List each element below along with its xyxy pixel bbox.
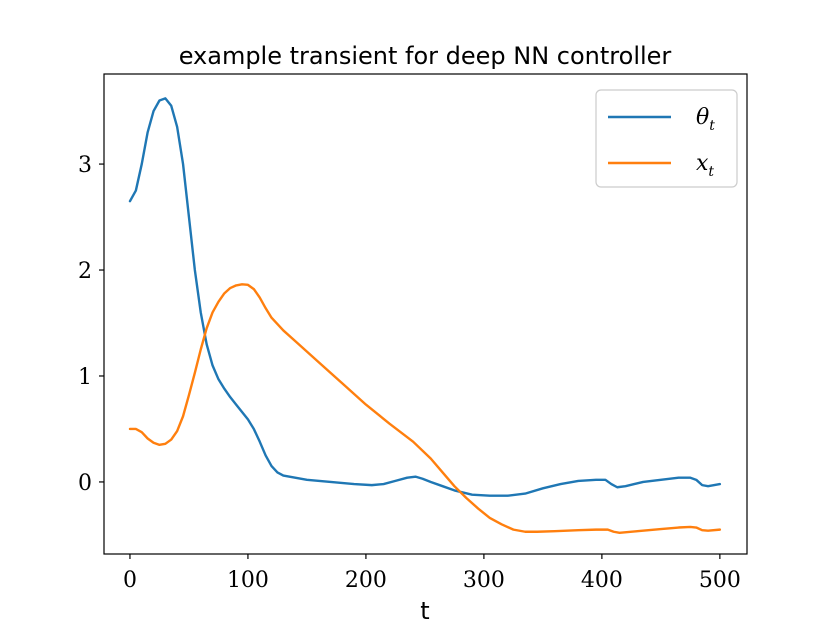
x-axis-label: t (420, 597, 429, 623)
chart-title: example transient for deep NN controller (179, 42, 672, 70)
legend-box (595, 89, 738, 188)
y-tick-label: 0 (78, 471, 92, 496)
y-tick-label: 2 (78, 259, 92, 284)
legend-label: θt (696, 105, 715, 134)
x-axis: 0 100 200 300 400 500 (123, 554, 741, 593)
series-line-1 (128, 97, 722, 497)
y-tick-label: 1 (78, 365, 92, 390)
x-tick-label: 100 (227, 568, 269, 593)
legend: θt xt (595, 89, 738, 188)
series-layer (128, 97, 722, 535)
y-tick-label: 3 (78, 153, 92, 178)
y-axis: 0 1 2 3 (78, 153, 104, 496)
x-tick-label: 500 (699, 568, 741, 593)
series-line-2 (128, 283, 722, 535)
plot-area (103, 73, 748, 555)
x-tick-label: 300 (463, 568, 505, 593)
x-tick-label: 400 (581, 568, 623, 593)
x-tick-label: 200 (345, 568, 387, 593)
legend-label: xt (696, 151, 714, 180)
x-tick-label: 0 (123, 568, 137, 593)
